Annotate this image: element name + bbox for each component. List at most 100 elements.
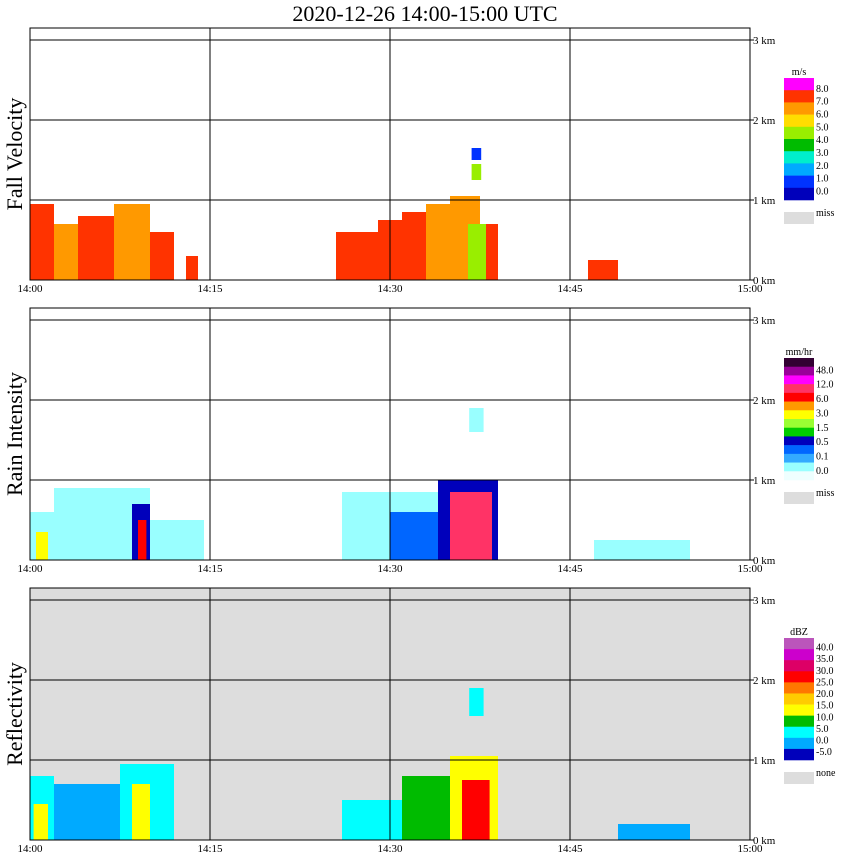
y-tick-label: 1 km bbox=[753, 475, 776, 487]
x-tick-label: 15:00 bbox=[737, 283, 763, 295]
y-tick-label: 2 km bbox=[753, 115, 776, 127]
data-cell bbox=[390, 512, 438, 560]
panel-2: 0 km 1 km 2 km 3 km 14:00 14:15 14:30 14:45 15:0… bbox=[2, 587, 836, 855]
colorbar-swatch bbox=[784, 175, 814, 189]
colorbar-level: 20.0 bbox=[816, 689, 834, 700]
y-tick-label: 3 km bbox=[753, 35, 776, 47]
data-cell bbox=[462, 780, 490, 840]
data-cell bbox=[342, 800, 402, 840]
y-axis-label: Reflectivity bbox=[2, 662, 27, 766]
colorbar-swatch bbox=[784, 649, 814, 661]
colorbar-swatch bbox=[784, 126, 814, 140]
colorbar-level: 4.0 bbox=[816, 135, 829, 146]
colorbar-swatch bbox=[784, 462, 814, 472]
y-tick-label: 1 km bbox=[753, 755, 776, 767]
colorbar-swatch bbox=[784, 693, 814, 705]
data-cell bbox=[426, 204, 450, 280]
x-tick-label: 14:15 bbox=[197, 843, 223, 855]
data-cell bbox=[336, 232, 378, 280]
x-tick-label: 14:00 bbox=[17, 843, 43, 855]
colorbar-level: 3.0 bbox=[816, 148, 829, 159]
colorbar-swatch bbox=[784, 90, 814, 103]
colorbar-level: 25.0 bbox=[816, 677, 834, 688]
data-cell bbox=[138, 520, 147, 560]
colorbar-unit: mm/hr bbox=[786, 347, 813, 358]
data-cell bbox=[594, 540, 690, 560]
panel-0: 0 km 1 km 2 km 3 km 14:00 14:15 14:30 14:45 15:0… bbox=[2, 27, 834, 295]
colorbar-swatch bbox=[784, 392, 814, 402]
colorbar-missing-label: miss bbox=[816, 208, 834, 219]
x-tick-label: 14:00 bbox=[17, 563, 43, 575]
colorbar-level: 0.0 bbox=[816, 187, 829, 198]
colorbar-level: 0.1 bbox=[816, 451, 829, 462]
y-tick-label: 0 km bbox=[753, 555, 776, 567]
data-cell bbox=[150, 232, 174, 280]
plot-frame bbox=[29, 27, 751, 281]
y-tick-label: 3 km bbox=[753, 315, 776, 327]
colorbar-level: 1.5 bbox=[816, 423, 829, 434]
y-tick-label: 1 km bbox=[753, 195, 776, 207]
colorbar-level: 0.0 bbox=[816, 736, 829, 747]
data-cell bbox=[54, 784, 120, 840]
data-cell bbox=[36, 532, 48, 560]
x-tick-label: 15:00 bbox=[737, 563, 763, 575]
colorbar-swatch bbox=[784, 151, 814, 164]
data-cell bbox=[30, 204, 54, 280]
colorbar-swatch bbox=[784, 748, 814, 761]
x-tick-label: 14:00 bbox=[17, 283, 43, 295]
colorbar-swatch bbox=[784, 78, 814, 91]
colorbar-level: 3.0 bbox=[816, 408, 829, 419]
colorbar-swatch bbox=[784, 384, 814, 394]
colorbar-level: 6.0 bbox=[816, 110, 829, 121]
colorbar-level: 2.0 bbox=[816, 161, 829, 172]
panel-1: 0 km 1 km 2 km 3 km 14:00 14:15 14:30 14:45 15:0… bbox=[2, 307, 834, 575]
colorbar-missing-swatch bbox=[784, 772, 814, 784]
data-cell bbox=[471, 164, 482, 180]
colorbar-swatch bbox=[784, 471, 814, 481]
data-cell bbox=[450, 492, 492, 560]
plot-frame bbox=[29, 587, 751, 841]
colorbar-swatch bbox=[784, 139, 814, 152]
colorbar-level: 15.0 bbox=[816, 701, 834, 712]
y-tick-label: 2 km bbox=[753, 675, 776, 687]
colorbar-level: 6.0 bbox=[816, 394, 829, 405]
data-cell bbox=[471, 148, 482, 160]
colorbar-missing-label: none bbox=[816, 768, 836, 779]
data-cell bbox=[588, 260, 618, 280]
colorbar-missing-label: miss bbox=[816, 488, 834, 499]
data-cell bbox=[114, 204, 150, 280]
y-axis-label: Fall Velocity bbox=[2, 98, 27, 211]
colorbar-swatch bbox=[784, 358, 814, 368]
x-tick-label: 14:15 bbox=[197, 563, 223, 575]
x-tick-label: 14:45 bbox=[557, 283, 583, 295]
colorbar-swatch bbox=[784, 445, 814, 455]
x-tick-label: 14:30 bbox=[377, 563, 403, 575]
y-axis-label: Rain Intensity bbox=[2, 372, 27, 496]
data-cell bbox=[618, 824, 690, 840]
colorbar-level: 30.0 bbox=[816, 666, 834, 677]
colorbar-swatch bbox=[784, 660, 814, 672]
colorbar-swatch bbox=[784, 453, 814, 463]
x-tick-label: 15:00 bbox=[737, 843, 763, 855]
colorbar-swatch bbox=[784, 187, 814, 201]
colorbar-swatch bbox=[784, 163, 814, 176]
colorbar-swatch bbox=[784, 366, 814, 376]
colorbar-swatch bbox=[784, 375, 814, 385]
colorbar-missing-swatch bbox=[784, 212, 814, 224]
x-tick-label: 14:15 bbox=[197, 283, 223, 295]
colorbar-swatch bbox=[784, 114, 814, 128]
colorbar-level: 5.0 bbox=[816, 724, 829, 735]
colorbar-level: 0.5 bbox=[816, 437, 829, 448]
colorbar-level: 7.0 bbox=[816, 97, 829, 108]
x-tick-label: 14:30 bbox=[377, 283, 403, 295]
data-cell bbox=[469, 688, 484, 716]
colorbar-swatch bbox=[784, 102, 814, 115]
y-tick-label: 0 km bbox=[753, 835, 776, 847]
colorbar-swatch bbox=[784, 737, 814, 750]
y-tick-label: 0 km bbox=[753, 275, 776, 287]
data-cell bbox=[54, 224, 78, 280]
colorbar-level: 1.0 bbox=[816, 174, 829, 185]
colorbar-level: -5.0 bbox=[816, 747, 832, 758]
data-cell bbox=[468, 224, 486, 280]
